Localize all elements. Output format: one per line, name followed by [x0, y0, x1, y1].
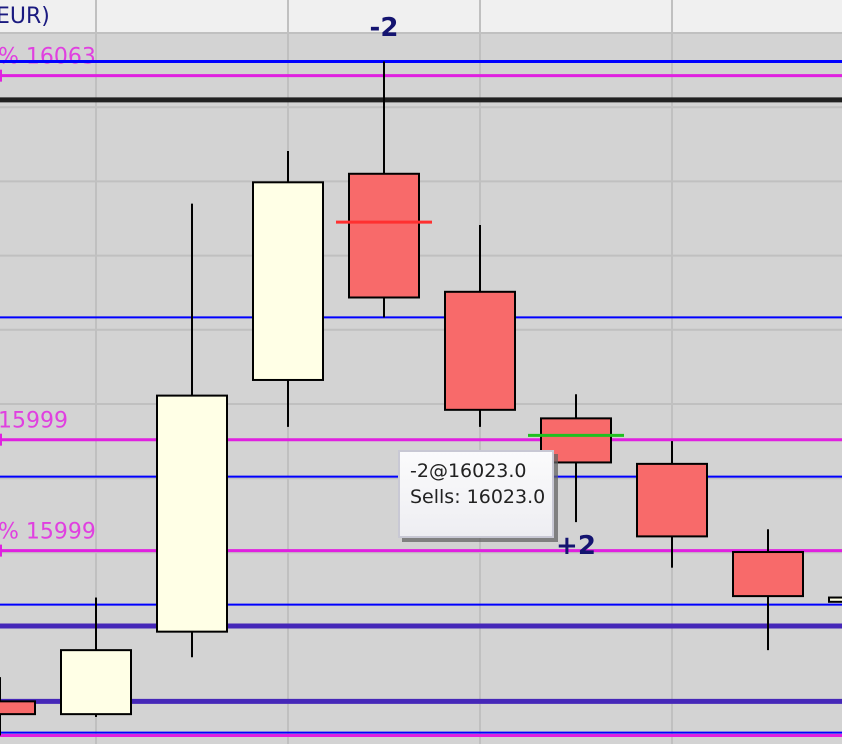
candle-body-up [828, 596, 842, 603]
candle-body-up [60, 649, 132, 716]
tooltip-sells: Sells: 16023.0 [410, 486, 546, 508]
candle [444, 224, 516, 427]
candle [0, 677, 36, 736]
candle-body-down [444, 290, 516, 411]
chart-title: EUR) [0, 4, 50, 29]
candle [828, 596, 842, 603]
candle [636, 441, 708, 568]
trade-annotation-buy: +2 [556, 531, 596, 561]
trade-annotation-sell: -2 [369, 13, 399, 43]
candle-body-down [732, 551, 804, 598]
plot-area [0, 33, 842, 744]
candle-body-up [252, 181, 324, 381]
candle [348, 61, 420, 318]
candle [732, 529, 804, 651]
level-label: 15999 [0, 409, 68, 434]
level-label: % 16063 [0, 45, 96, 70]
candle [252, 151, 324, 427]
candle [60, 597, 132, 717]
candle [156, 203, 228, 658]
trade-tooltip: -2@16023.0 Sells: 16023.0 [398, 450, 554, 538]
candle-body-down [0, 700, 36, 716]
candle-body-down [636, 462, 708, 538]
candle-body-down [348, 172, 420, 299]
candle-body-up [156, 394, 228, 633]
tooltip-trade: -2@16023.0 [410, 460, 527, 482]
level-label: % 15999 [0, 520, 96, 545]
header-area [0, 0, 842, 33]
